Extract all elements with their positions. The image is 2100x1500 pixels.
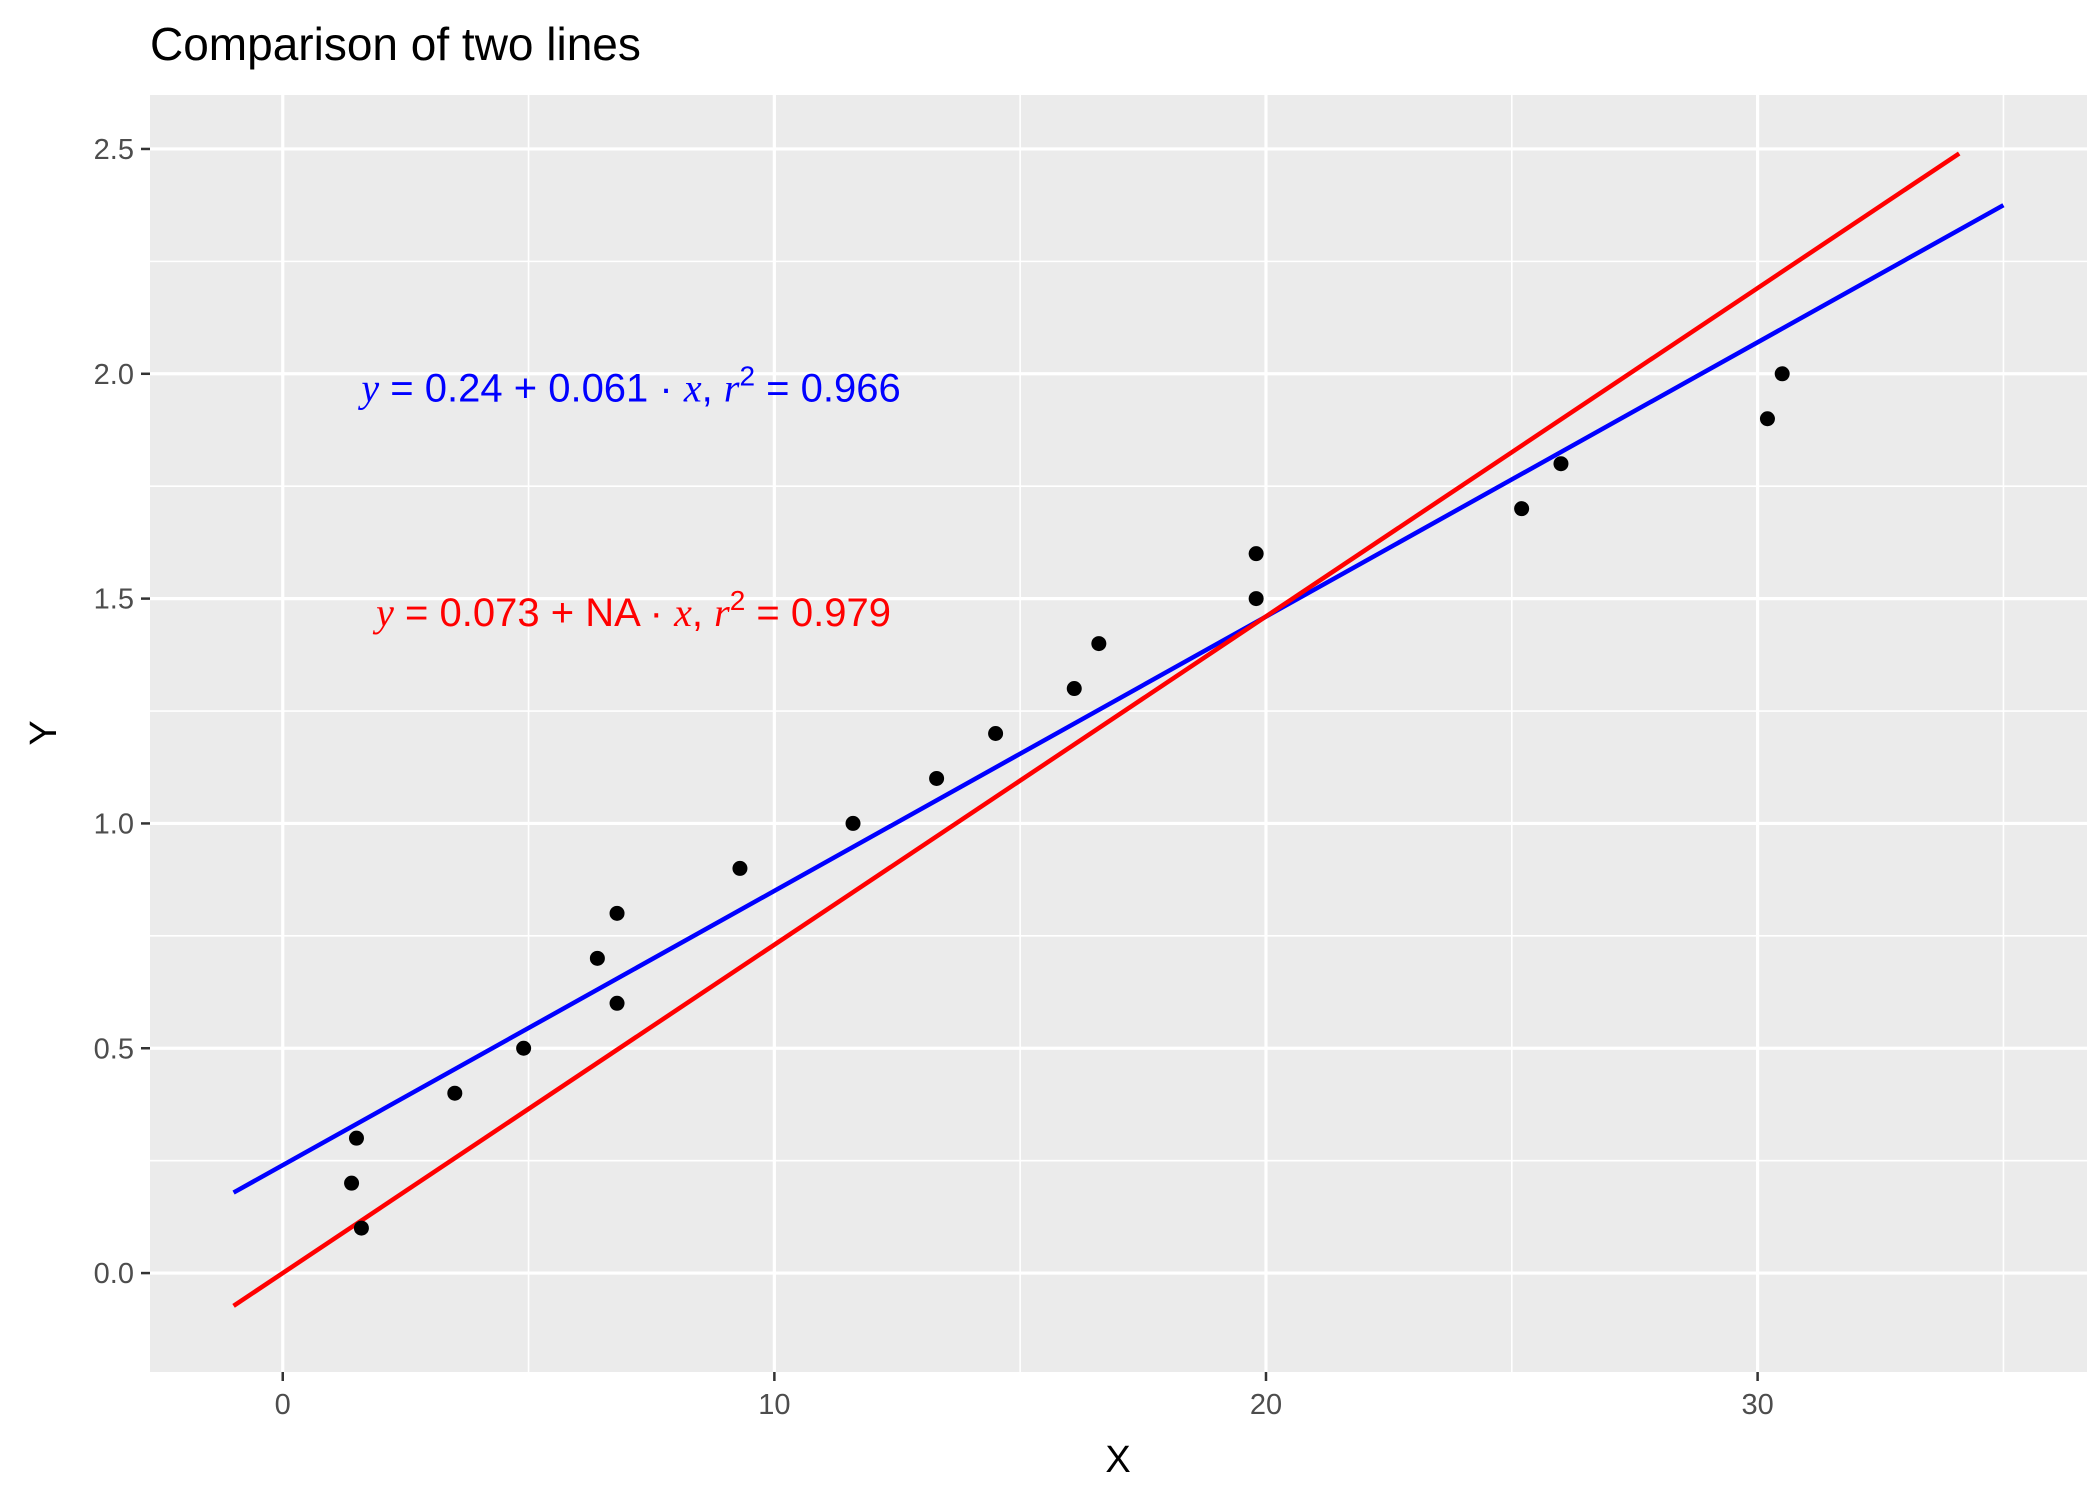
data-point bbox=[988, 726, 1004, 741]
data-point bbox=[348, 1130, 364, 1146]
x-tick-label: 0 bbox=[275, 1389, 291, 1421]
y-tick-label: 2.5 bbox=[94, 134, 134, 166]
data-point bbox=[929, 770, 945, 786]
data-point bbox=[344, 1175, 360, 1191]
x-axis: 0 10 20 30 bbox=[275, 1372, 1774, 1421]
equation-annotations: y = 0.24 + 0.061 · x, r2 = 0.966 y = 0.07… bbox=[357, 360, 900, 635]
y-tick-label: 1.5 bbox=[94, 584, 134, 616]
y-axis: 0.0 0.5 1.0 1.5 2.0 2.5 bbox=[94, 134, 150, 1290]
panel-background bbox=[150, 95, 2087, 1372]
fit-lines bbox=[232, 151, 2005, 1308]
y-axis-title: Y bbox=[23, 720, 65, 745]
data-point bbox=[1091, 636, 1107, 652]
x-axis-title: X bbox=[1105, 1439, 1130, 1481]
data-point bbox=[1553, 456, 1569, 472]
minor-gridlines bbox=[150, 95, 2087, 1372]
major-gridlines bbox=[150, 95, 2087, 1372]
data-point bbox=[447, 1085, 463, 1101]
fit-line bbox=[232, 151, 1961, 1308]
equation-label: y = 0.073 + NA · x, r2 = 0.979 bbox=[372, 585, 891, 635]
data-point bbox=[1514, 501, 1530, 517]
chart-title: Comparison of two lines bbox=[150, 18, 641, 70]
x-tick-label: 20 bbox=[1250, 1389, 1282, 1421]
data-point bbox=[1066, 681, 1082, 697]
data-point bbox=[1248, 546, 1264, 562]
data-point bbox=[589, 950, 605, 966]
x-tick-label: 10 bbox=[758, 1389, 790, 1421]
data-point bbox=[845, 815, 861, 831]
data-points bbox=[344, 366, 1790, 1236]
data-point bbox=[1759, 411, 1775, 427]
data-point bbox=[1774, 366, 1790, 382]
data-point bbox=[1248, 591, 1264, 607]
data-point bbox=[353, 1220, 369, 1236]
data-point bbox=[609, 995, 625, 1011]
data-point bbox=[732, 860, 748, 876]
y-tick-label: 2.0 bbox=[94, 359, 134, 391]
data-point bbox=[516, 1040, 532, 1056]
x-tick-label: 30 bbox=[1741, 1389, 1773, 1421]
y-tick-label: 0.5 bbox=[94, 1033, 134, 1065]
y-tick-label: 0.0 bbox=[94, 1258, 134, 1290]
y-tick-label: 1.0 bbox=[94, 808, 134, 840]
fit-line bbox=[232, 203, 2005, 1195]
data-point bbox=[609, 905, 625, 921]
equation-label: y = 0.24 + 0.061 · x, r2 = 0.966 bbox=[357, 360, 900, 410]
